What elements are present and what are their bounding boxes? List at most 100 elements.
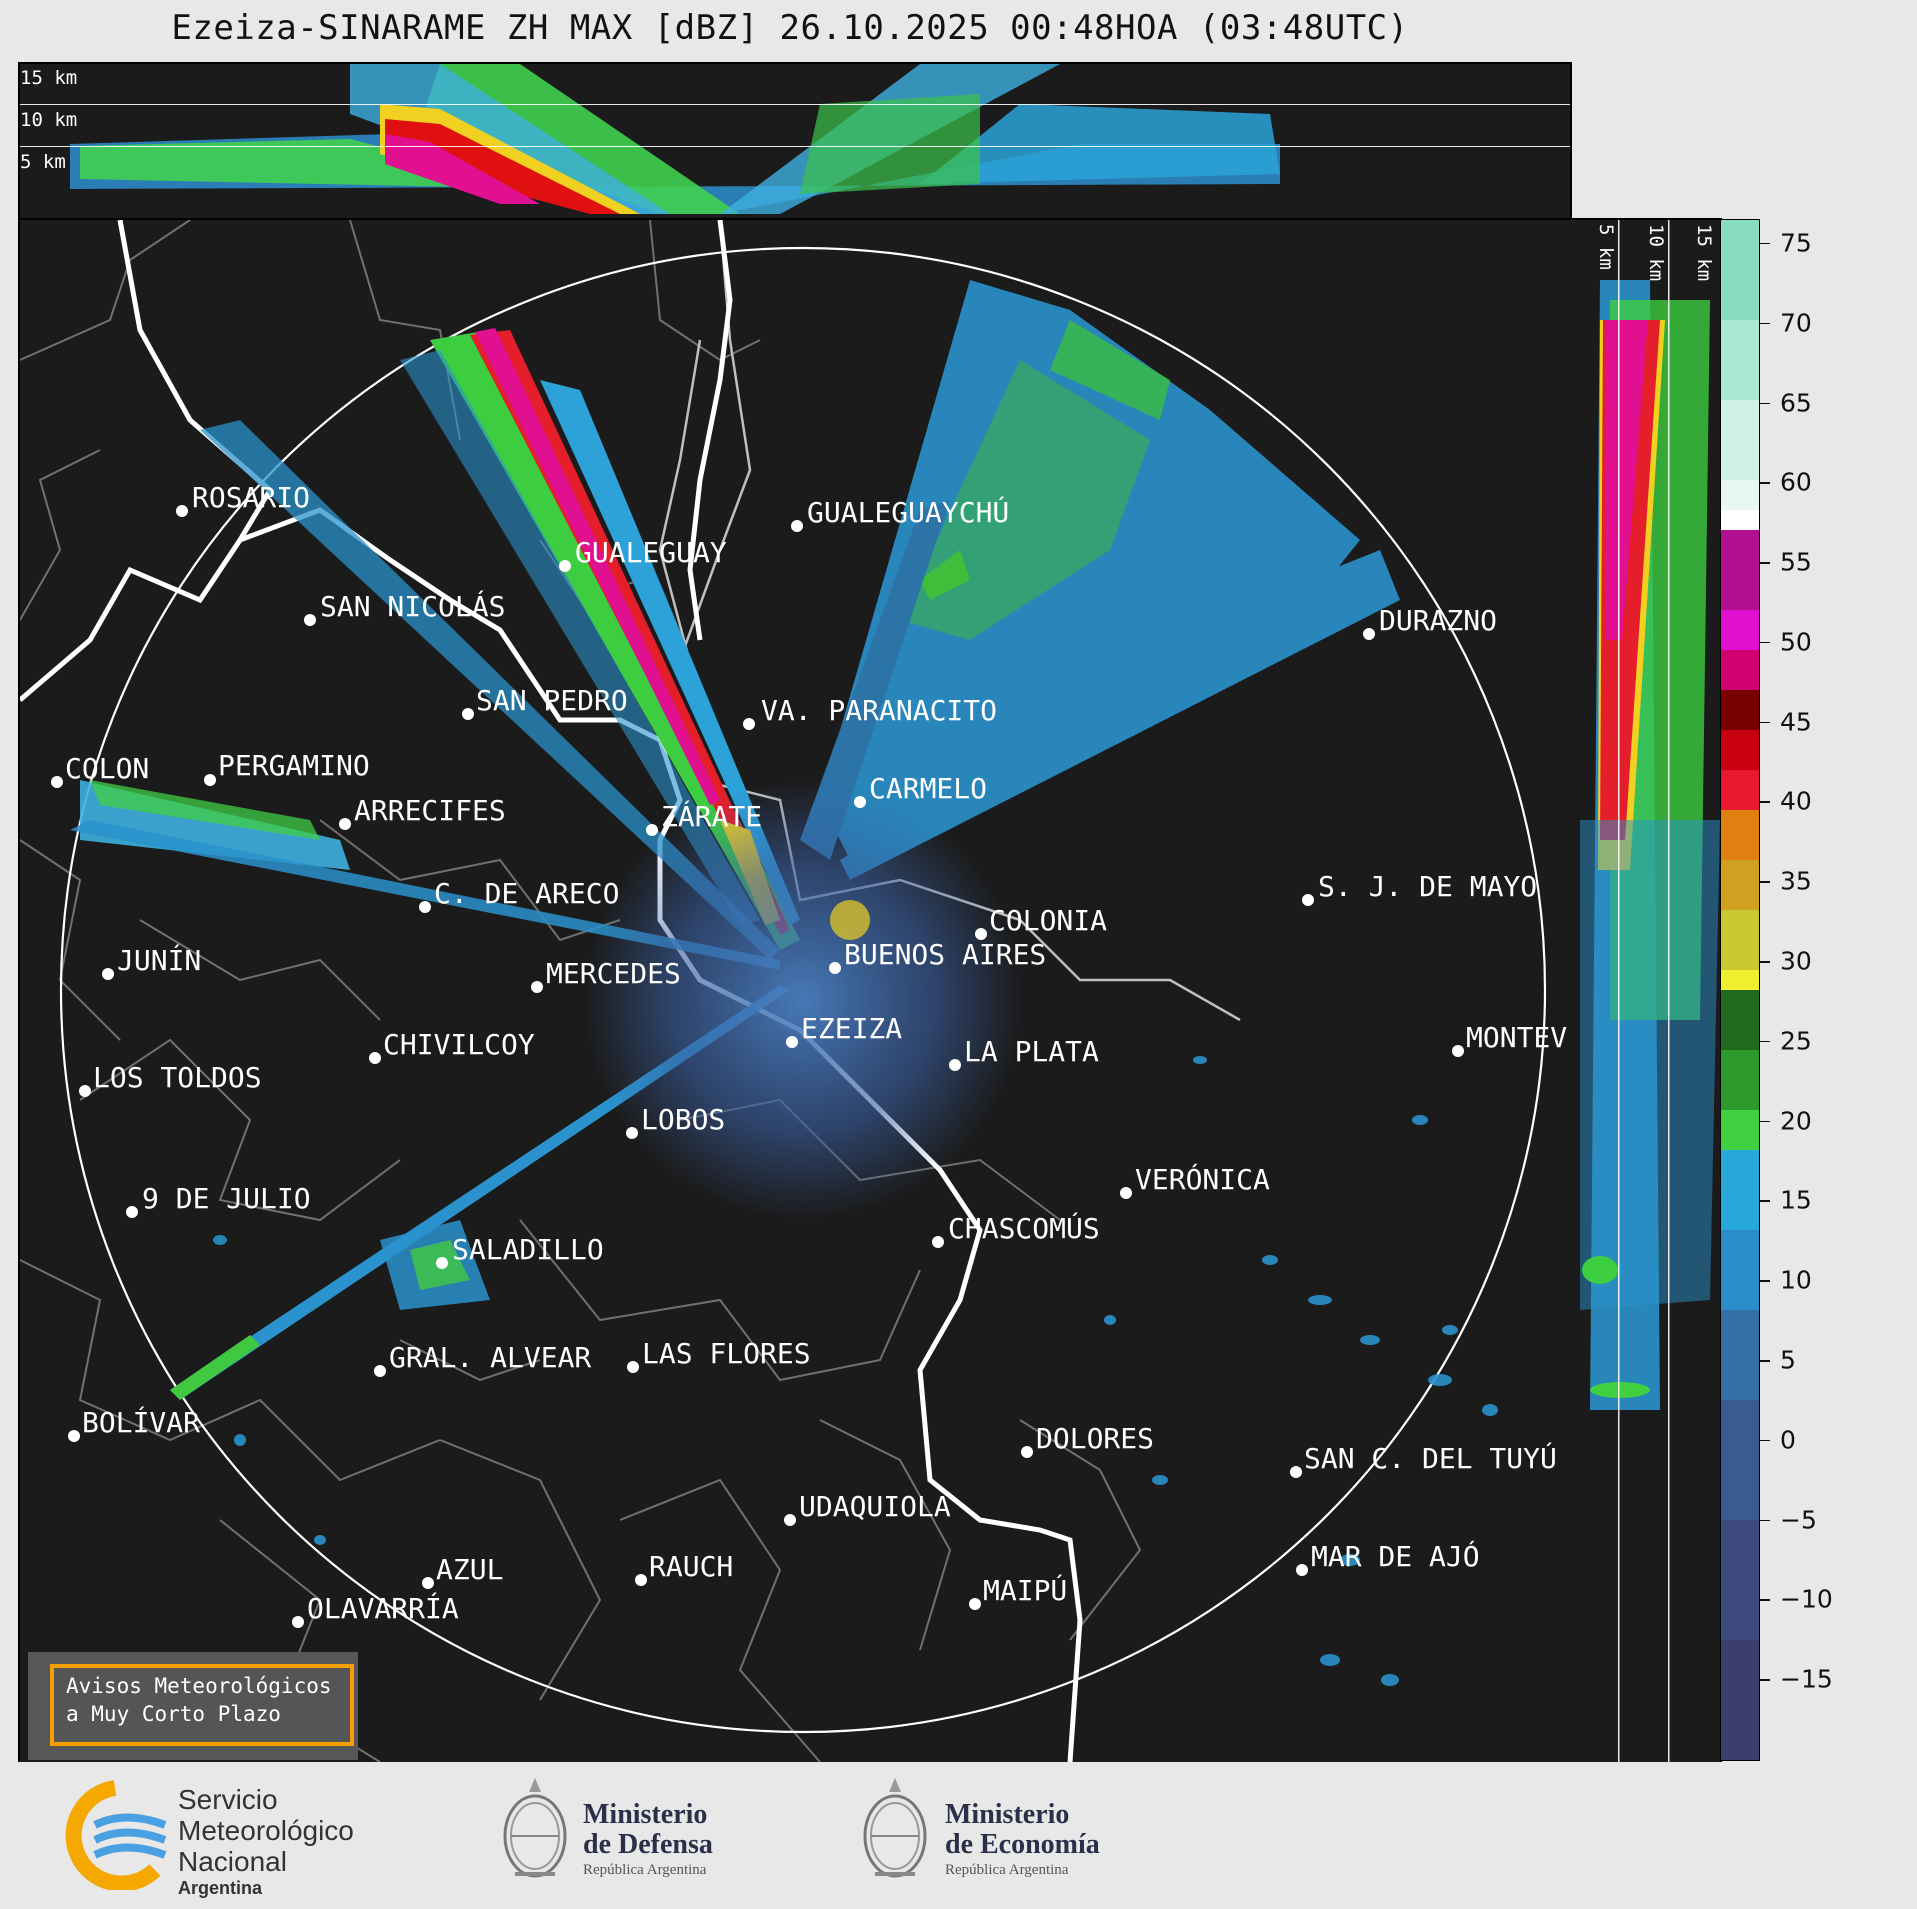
city-label: AZUL xyxy=(436,1553,503,1586)
colorbar-tick-label: 15 xyxy=(1780,1185,1812,1215)
top-height-panel: 15 km 10 km 5 km xyxy=(18,62,1572,220)
colorbar-tick-mark xyxy=(1760,801,1770,803)
colorbar-ticks: 75 70 65 60 55 50 45 40 35 30 25 20 15 10 5 0 −5 −10 −15 xyxy=(1760,219,1860,1759)
city-labels: ROSARIO GUALEGUAYCHÚ GUALEGUAY SAN NICOL… xyxy=(65,481,1567,1625)
city-label: DURAZNO xyxy=(1379,604,1497,637)
colorbar-tick-mark xyxy=(1760,1439,1770,1442)
economia-seal-icon xyxy=(863,1778,927,1878)
defensa-seal-icon xyxy=(503,1778,567,1878)
city-label: ZÁRATE xyxy=(661,799,762,833)
colorbar-tick-label: 10 xyxy=(1780,1265,1812,1295)
colorbar-tick-label: 40 xyxy=(1780,786,1812,816)
city-label: SAN PEDRO xyxy=(476,684,628,717)
colorbar-tick-mark xyxy=(1760,641,1770,644)
dbz-colorbar xyxy=(1720,219,1760,1761)
colorbar-tick-label: 0 xyxy=(1780,1425,1796,1455)
city-label: OLAVARRÍA xyxy=(307,1591,459,1625)
city-label: SAN C. DEL TUYÚ xyxy=(1304,1441,1557,1475)
radar-map-svg: ROSARIO GUALEGUAYCHÚ GUALEGUAY SAN NICOL… xyxy=(20,220,1567,1762)
city-label: S. J. DE MAYO xyxy=(1318,870,1537,903)
colorbar-tick-label: 60 xyxy=(1780,467,1812,497)
colorbar-tick-label: 20 xyxy=(1780,1106,1812,1136)
colorbar-tick-mark xyxy=(1760,322,1770,325)
city-label: CHIVILCOY xyxy=(383,1028,535,1061)
colorbar-tick-label: 25 xyxy=(1780,1026,1812,1056)
city-label: CARMELO xyxy=(869,772,987,805)
colorbar-tick-mark xyxy=(1760,482,1770,484)
side-label-10km: 10 km xyxy=(1645,224,1667,281)
warning-legend[interactable]: Avisos Meteorológicos a Muy Corto Plazo xyxy=(50,1664,354,1746)
side-height-panel: 5 km 10 km 15 km xyxy=(1570,218,1722,1764)
scattered-echoes xyxy=(213,1056,1498,1686)
colorbar-tick-mark xyxy=(1760,1519,1770,1522)
colorbar-tick-label: 50 xyxy=(1780,627,1812,657)
city-label: MAR DE AJÓ xyxy=(1311,1539,1480,1573)
colorbar-tick-mark xyxy=(1760,1599,1770,1601)
city-label: GRAL. ALVEAR xyxy=(389,1341,591,1374)
defensa-logo-text: Ministerio de Defensa República Argentin… xyxy=(583,1799,713,1879)
top-panel-echoes: 15 km 10 km 5 km xyxy=(20,64,1570,214)
colorbar-tick-label: 45 xyxy=(1780,707,1812,737)
colorbar-tick-mark xyxy=(1760,1280,1770,1282)
city-label: ROSARIO xyxy=(192,481,310,514)
height-label-10km: 10 km xyxy=(20,109,77,131)
colorbar-tick-mark xyxy=(1760,402,1770,405)
city-label: BOLÍVAR xyxy=(82,1405,200,1439)
city-label: JUNÍN xyxy=(117,943,201,977)
radar-map: ROSARIO GUALEGUAYCHÚ GUALEGUAY SAN NICOL… xyxy=(18,218,1574,1764)
nw-echo-band xyxy=(400,328,800,950)
colorbar-tick-label: −5 xyxy=(1780,1505,1817,1535)
city-label: C. DE ARECO xyxy=(434,877,619,910)
side-label-5km: 5 km xyxy=(1595,224,1617,270)
city-label: LA PLATA xyxy=(964,1035,1099,1068)
colorbar-tick-mark xyxy=(1760,1040,1770,1043)
side-panel-echoes: 5 km 10 km 15 km xyxy=(1580,220,1720,1762)
economia-logo-text: Ministerio de Economía República Argenti… xyxy=(945,1799,1100,1879)
legend-line-2: a Muy Corto Plazo xyxy=(66,1702,281,1726)
colorbar-tick-label: −10 xyxy=(1780,1584,1833,1614)
side-label-15km: 15 km xyxy=(1693,224,1715,281)
colorbar-tick-mark xyxy=(1760,242,1770,245)
city-label: GUALEGUAY xyxy=(575,536,727,569)
city-label: EZEIZA xyxy=(801,1012,902,1045)
colorbar-tick-mark xyxy=(1760,881,1770,883)
city-label: ARRECIFES xyxy=(354,794,506,827)
colorbar-tick-mark xyxy=(1760,721,1770,724)
height-label-5km: 5 km xyxy=(20,151,66,173)
legend-line-1: Avisos Meteorológicos xyxy=(66,1674,332,1698)
colorbar-tick-label: 30 xyxy=(1780,946,1812,976)
city-label: MONTEV xyxy=(1466,1021,1567,1054)
city-label: GUALEGUAYCHÚ xyxy=(807,495,1009,529)
city-label: SAN NICOLÁS xyxy=(320,589,505,623)
colorbar-tick-mark xyxy=(1760,1200,1770,1202)
city-markers xyxy=(51,505,1464,1628)
colorbar-tick-label: 55 xyxy=(1780,547,1812,577)
colorbar-tick-mark xyxy=(1760,1360,1770,1362)
smn-logo-text: Servicio Meteorológico Nacional Argentin… xyxy=(178,1784,354,1898)
city-label: CHASCOMÚS xyxy=(948,1211,1100,1245)
city-label: COLONIA xyxy=(989,904,1107,937)
colorbar-tick-mark xyxy=(1760,562,1770,564)
colorbar-svg xyxy=(1721,220,1759,1760)
city-label: MERCEDES xyxy=(546,957,681,990)
colorbar-tick-label: −15 xyxy=(1780,1664,1833,1694)
colorbar-tick-label: 5 xyxy=(1780,1345,1796,1375)
city-label: LOS TOLDOS xyxy=(93,1061,262,1094)
city-label: VA. PARANACITO xyxy=(761,694,997,727)
colorbar-tick-label: 70 xyxy=(1780,308,1812,338)
footer: Servicio Meteorológico Nacional Argentin… xyxy=(0,1762,1917,1909)
city-label: BUENOS AIRES xyxy=(844,938,1046,971)
ne-echo-fan xyxy=(800,280,1400,880)
city-label: UDAQUIOLA xyxy=(799,1490,951,1523)
city-label: LAS FLORES xyxy=(642,1337,811,1370)
city-label: 9 DE JULIO xyxy=(142,1182,311,1215)
city-label: DOLORES xyxy=(1036,1422,1154,1455)
colorbar-tick-label: 65 xyxy=(1780,388,1812,418)
city-label: MAIPÚ xyxy=(983,1573,1067,1607)
city-label: SALADILLO xyxy=(452,1233,604,1266)
city-label: VERÓNICA xyxy=(1135,1162,1270,1196)
city-label: COLON xyxy=(65,752,149,785)
chart-title: Ezeiza-SINARAME ZH MAX [dBZ] 26.10.2025 … xyxy=(171,8,1409,48)
height-label-15km: 15 km xyxy=(20,67,77,89)
city-label: RAUCH xyxy=(649,1550,733,1583)
